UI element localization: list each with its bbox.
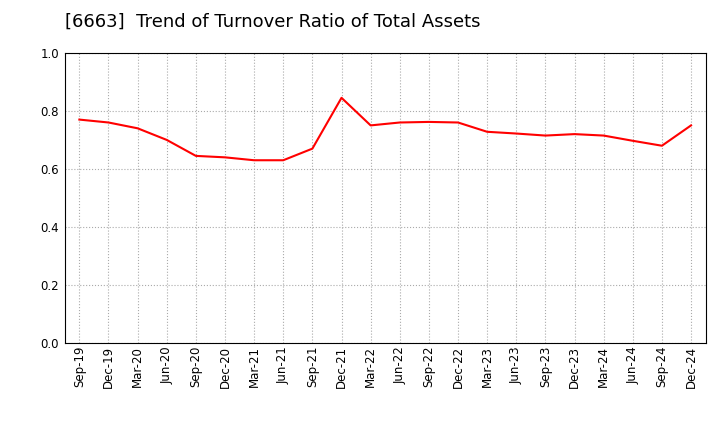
Text: [6663]  Trend of Turnover Ratio of Total Assets: [6663] Trend of Turnover Ratio of Total … <box>65 13 480 31</box>
